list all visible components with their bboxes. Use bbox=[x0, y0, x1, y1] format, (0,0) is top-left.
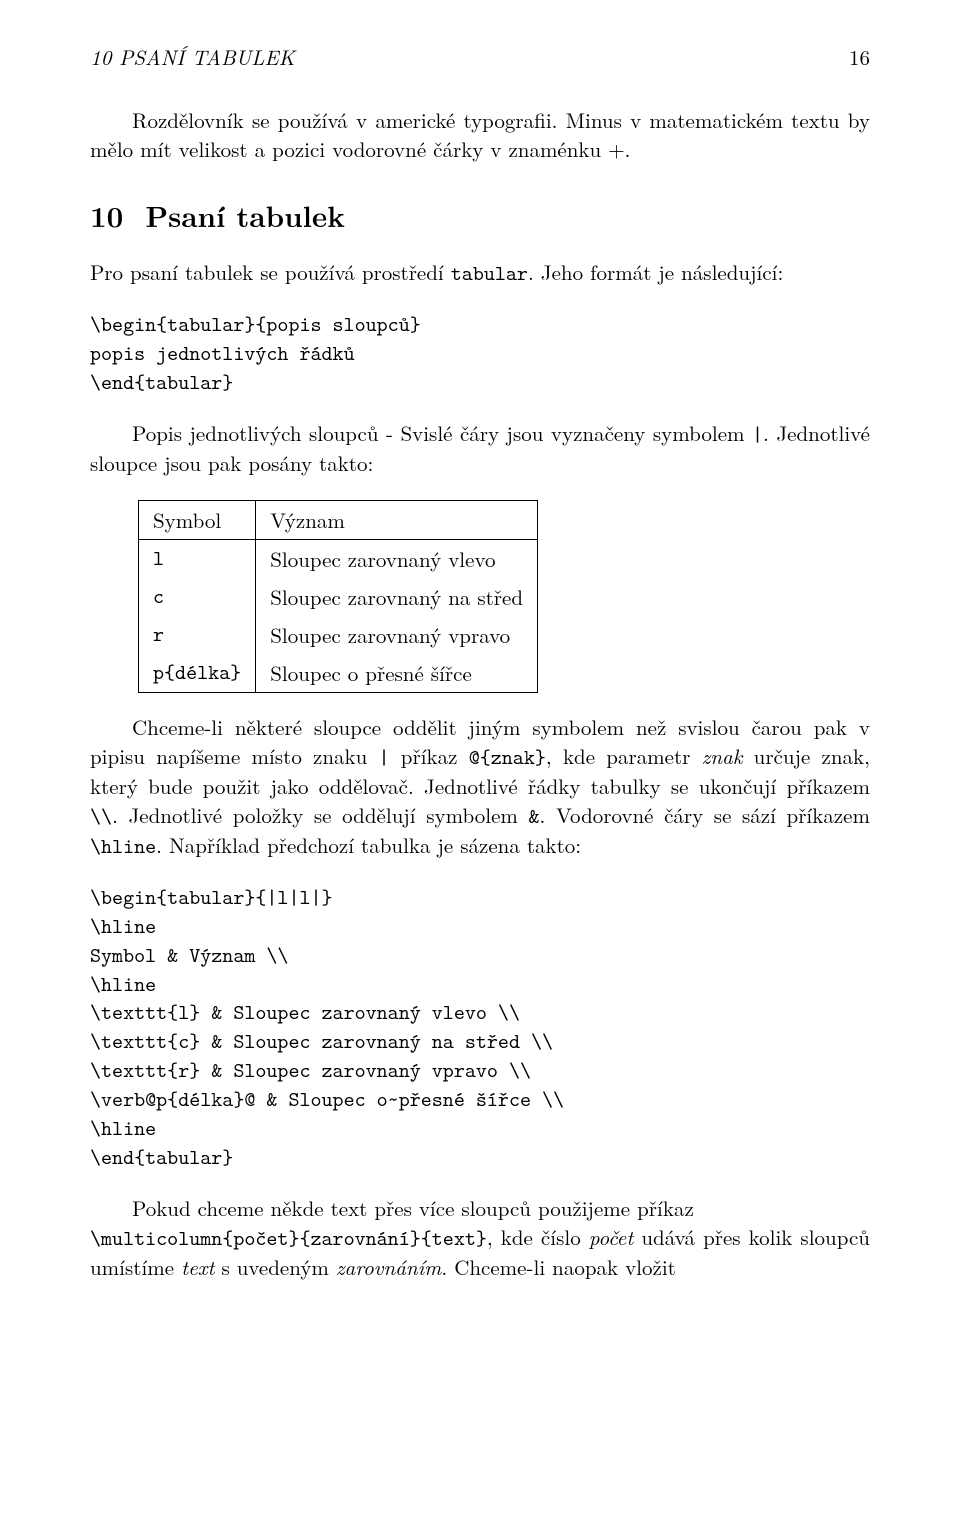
section-heading: 10 Psaní tabulek bbox=[90, 194, 870, 236]
td-sym: r bbox=[139, 616, 256, 654]
p2-tt: | bbox=[752, 420, 763, 448]
paragraph-4: Pokud chceme někde text přes více sloupc… bbox=[90, 1194, 870, 1282]
th-symbol: Symbol bbox=[139, 500, 256, 539]
p3-e: . Jednotlivé položky se oddělují symbole… bbox=[112, 800, 528, 830]
table-row: l Sloupec zarovnaný vlevo bbox=[139, 539, 538, 578]
p3-tt1: | bbox=[379, 743, 390, 771]
runhead-page-number: 16 bbox=[849, 42, 870, 72]
p4-e: . Chceme-li naopak vložit bbox=[441, 1252, 676, 1282]
p3-tt3: \\ bbox=[90, 802, 112, 830]
paragraph-1: Pro psaní tabulek se používá prostředí t… bbox=[90, 258, 870, 288]
section-number: 10 bbox=[90, 194, 123, 236]
p4-d: s uvedeným bbox=[214, 1252, 335, 1282]
p1-text-a: Pro psaní tabulek se používá prostředí bbox=[90, 257, 451, 287]
section-title: Psaní tabulek bbox=[145, 194, 344, 236]
paragraph-3: Chceme-li některé sloupce oddělit jiným … bbox=[90, 713, 870, 861]
p3-tt2: @{znak} bbox=[469, 743, 546, 771]
td-sym: l bbox=[139, 539, 256, 578]
code-block-2: \begin{tabular}{|l|l|} \hline Symbol & V… bbox=[90, 883, 870, 1173]
table-row: p{délka} Sloupec o přesné šířce bbox=[139, 654, 538, 693]
p3-b: příkaz bbox=[390, 741, 469, 771]
paragraph-2: Popis jednotlivých sloupců - Svislé čáry… bbox=[90, 419, 870, 478]
td-meaning: Sloupec zarovnaný vpravo bbox=[256, 616, 538, 654]
p1-tt: tabular bbox=[451, 259, 528, 287]
symbol-table: Symbol Význam l Sloupec zarovnaný vlevo … bbox=[138, 500, 538, 693]
td-sym: c bbox=[139, 578, 256, 616]
p1-text-b: . Jeho formát je následující: bbox=[528, 257, 783, 287]
running-head: 10 PSANÍ TABULEK 16 bbox=[90, 42, 870, 72]
p3-it1: znak bbox=[702, 741, 743, 771]
intro-paragraph: Rozdělovník se používá v americké typogr… bbox=[90, 106, 870, 164]
p4-it1: počet bbox=[589, 1222, 634, 1252]
p3-g: . Například předchozí tabulka je sázena … bbox=[156, 830, 581, 860]
td-meaning: Sloupec o přesné šířce bbox=[256, 654, 538, 693]
table-row: r Sloupec zarovnaný vpravo bbox=[139, 616, 538, 654]
td-meaning: Sloupec zarovnaný vlevo bbox=[256, 539, 538, 578]
p4-a: Pokud chceme někde text přes více sloupc… bbox=[132, 1193, 694, 1223]
p4-tt1: \multicolumn{počet}{zarovnání}{text} bbox=[90, 1224, 487, 1252]
p4-it3: zarovnáním bbox=[336, 1252, 441, 1282]
table-row: Symbol Význam bbox=[139, 500, 538, 539]
p4-it2: text bbox=[181, 1252, 214, 1282]
symbol-table-wrap: Symbol Význam l Sloupec zarovnaný vlevo … bbox=[138, 500, 870, 693]
p3-f: . Vodorovné čáry se sází příkazem bbox=[540, 800, 870, 830]
code-block-1: \begin{tabular}{popis sloupců} popis jed… bbox=[90, 310, 870, 397]
p3-tt5: \hline bbox=[90, 832, 156, 860]
p2-text-a: Popis jednotlivých sloupců - Svislé čáry… bbox=[132, 418, 752, 448]
p3-c: , kde parametr bbox=[546, 741, 702, 771]
page: 10 PSANÍ TABULEK 16 Rozdělovník se použí… bbox=[0, 0, 960, 1522]
td-meaning: Sloupec zarovnaný na střed bbox=[256, 578, 538, 616]
p3-tt4: & bbox=[529, 802, 540, 830]
td-sym: p{délka} bbox=[139, 654, 256, 693]
runhead-left: 10 PSANÍ TABULEK bbox=[90, 42, 295, 72]
p4-b: , kde číslo bbox=[487, 1222, 589, 1252]
intro-text: Rozdělovník se používá v americké typogr… bbox=[90, 105, 870, 164]
th-meaning: Význam bbox=[256, 500, 538, 539]
table-row: c Sloupec zarovnaný na střed bbox=[139, 578, 538, 616]
